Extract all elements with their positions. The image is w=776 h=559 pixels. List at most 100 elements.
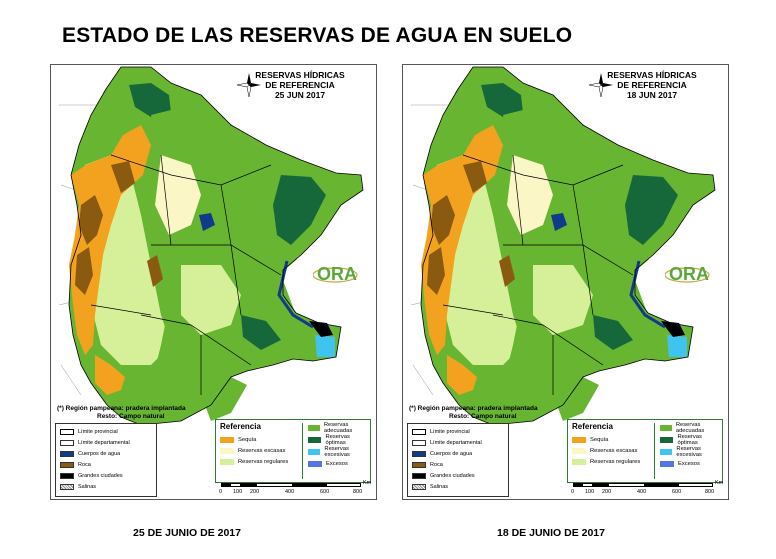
regulares-swatch (572, 459, 586, 465)
map-title: RESERVAS HÍDRICAS DE REFERENCIA 18 JUN 2… (592, 70, 712, 100)
region-roca-4 (147, 255, 163, 287)
legend-item-grandes-ciudades: Grandes ciudades (60, 472, 123, 480)
legend-item-cuerpos-agua: Cuerpos de agua (60, 450, 120, 458)
legend-item-sequia: Sequía (572, 436, 608, 444)
legend-item-sequia: Sequía (220, 436, 256, 444)
excesivas-swatch (308, 449, 321, 455)
map-note: (*) Región pampeana: pradera implantada … (409, 405, 538, 421)
legend-label: Cuerpos de agua (78, 451, 121, 457)
legend-item-limite-provincial: Límite provincial (60, 428, 118, 436)
north-arrow-icon (236, 73, 261, 98)
excesos-swatch (660, 461, 674, 467)
legend-reference-title: Referencia (220, 422, 261, 431)
scale-tick: 600 (320, 489, 330, 495)
scale-segment (292, 484, 327, 487)
ora-logo: ORA (664, 261, 715, 285)
map-title-date: 18 JUN 2017 (626, 90, 678, 100)
scale-bar: Km 0 100 200 400 600 800 (567, 480, 727, 497)
cuerpos-agua-swatch (60, 451, 74, 457)
limite-provincial-swatch (412, 429, 426, 435)
soil-water-map (51, 65, 376, 499)
legend-item-regulares: Reservas regulares (572, 458, 640, 466)
region-adecuadas-south (201, 377, 247, 421)
lake-mar-chiquita (551, 213, 567, 231)
legend-item-roca: Roca (412, 461, 443, 469)
map-title-date: 25 JUN 2017 (274, 90, 326, 100)
scale-segment (222, 484, 231, 487)
map-caption-left: 25 DE JUNIO DE 2017 (133, 527, 241, 539)
sequia-swatch (220, 437, 234, 443)
region-roca-1 (79, 195, 103, 245)
legend-item-salinas: Salinas (412, 483, 448, 491)
scale-tick: 200 (250, 489, 260, 495)
page-title: ESTADO DE LAS RESERVAS DE AGUA EN SUELO (62, 24, 573, 47)
region-optimas-east (273, 175, 326, 245)
optimas-swatch (660, 437, 674, 443)
region-roca-2 (75, 247, 93, 295)
legend-item-adecuadas: Reservas adecuadas (660, 422, 722, 434)
region-optimas-pampas (241, 315, 281, 350)
legend-label: Cuerpos de agua (430, 451, 473, 457)
legend-item-grandes-ciudades: Grandes ciudades (412, 472, 475, 480)
legend-label: Sequía (590, 437, 609, 443)
excesivas-swatch (660, 449, 673, 455)
legend-label: Reservas escasas (590, 448, 638, 454)
note-line1: (*) Región pampeana: pradera implantada (409, 405, 538, 412)
escasas-swatch (220, 448, 234, 454)
river-plata (661, 321, 685, 337)
legend-label: Límite departamental (78, 440, 130, 446)
scale-tick: 400 (637, 489, 647, 495)
adecuadas-swatch (308, 425, 320, 431)
scale-segment (240, 484, 257, 487)
salinas-swatch (412, 484, 426, 490)
scale-tick: 100 (233, 489, 243, 495)
scale-segment (574, 484, 583, 487)
grandes-ciudades-swatch (60, 473, 74, 479)
legend-item-salinas: Salinas (60, 483, 96, 491)
region-regulares-pampas (533, 265, 593, 335)
legend-label: Reservas regulares (238, 459, 289, 465)
scale-tick: 100 (585, 489, 595, 495)
region-escasas-centre (507, 155, 553, 235)
legend-label: Reservas óptimas (325, 434, 350, 446)
legend-label: Roca (430, 462, 443, 468)
regulares-swatch (220, 459, 234, 465)
excesos-swatch (308, 461, 322, 467)
limite-departamental-swatch (412, 440, 426, 446)
ora-logo: ORA (312, 261, 363, 285)
region-optimas-north (481, 83, 523, 117)
scale-tick: 200 (602, 489, 612, 495)
scale-tick: 400 (285, 489, 295, 495)
map-title: RESERVAS HÍDRICAS DE REFERENCIA 25 JUN 2… (240, 70, 360, 100)
region-excesivas (315, 335, 335, 357)
adecuadas-swatch (660, 425, 672, 431)
note-line1: (*) Región pampeana: pradera implantada (57, 405, 186, 412)
legend-label: Salinas (430, 484, 449, 490)
map-title-line2: DE REFERENCIA (265, 80, 335, 90)
scale-segment (592, 484, 609, 487)
legend-layers: Límite provincial Límite departamental C… (55, 423, 157, 497)
region-adecuadas-south (553, 377, 599, 421)
province-boundaries (90, 154, 282, 395)
legend-item-excesos: Excesos (660, 460, 700, 468)
legend-label: Sequía (238, 437, 257, 443)
limite-departamental-swatch (60, 440, 74, 446)
map-title-line1: RESERVAS HÍDRICAS (607, 70, 697, 80)
province-boundaries (442, 154, 634, 395)
region-sequia-south (447, 355, 477, 395)
legend-label: Reservas escasas (238, 448, 286, 454)
legend-divider (654, 423, 655, 479)
scale-bar: Km 0 100 200 400 600 800 (215, 480, 375, 497)
legend-label: Reservas regulares (590, 459, 641, 465)
scale-tick: 800 (705, 489, 715, 495)
region-roca-1 (431, 195, 455, 245)
river-plata (309, 321, 333, 337)
map-panel-18-jun: RESERVAS HÍDRICAS DE REFERENCIA 18 JUN 2… (402, 64, 729, 500)
note-line2: Resto: Campo natural (449, 413, 517, 420)
note-line2: Resto: Campo natural (97, 413, 165, 420)
legend-label: Excesos (326, 461, 348, 467)
country-outline (420, 66, 716, 426)
sequia-swatch (572, 437, 586, 443)
legend-item-adecuadas: Reservas adecuadas (308, 422, 370, 434)
legend-item-optimas: Reservas óptimas (660, 434, 722, 446)
